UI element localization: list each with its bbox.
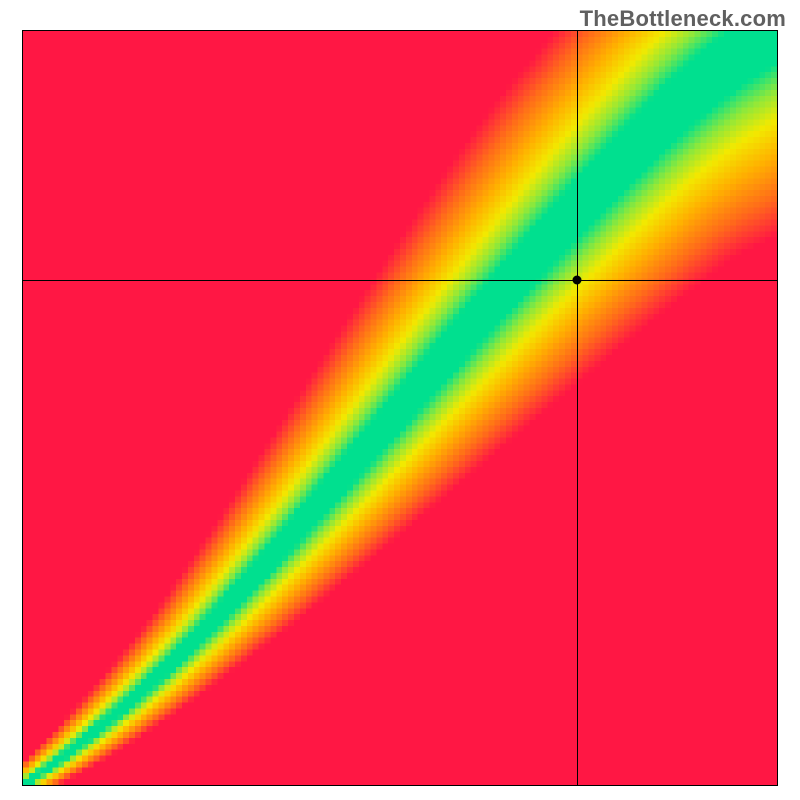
- heatmap-canvas: [23, 31, 777, 785]
- figure-container: TheBottleneck.com: [0, 0, 800, 800]
- crosshair-horizontal: [23, 280, 777, 281]
- watermark-text: TheBottleneck.com: [580, 6, 786, 32]
- plot-area: [22, 30, 778, 786]
- crosshair-vertical: [577, 31, 578, 785]
- crosshair-point: [573, 275, 582, 284]
